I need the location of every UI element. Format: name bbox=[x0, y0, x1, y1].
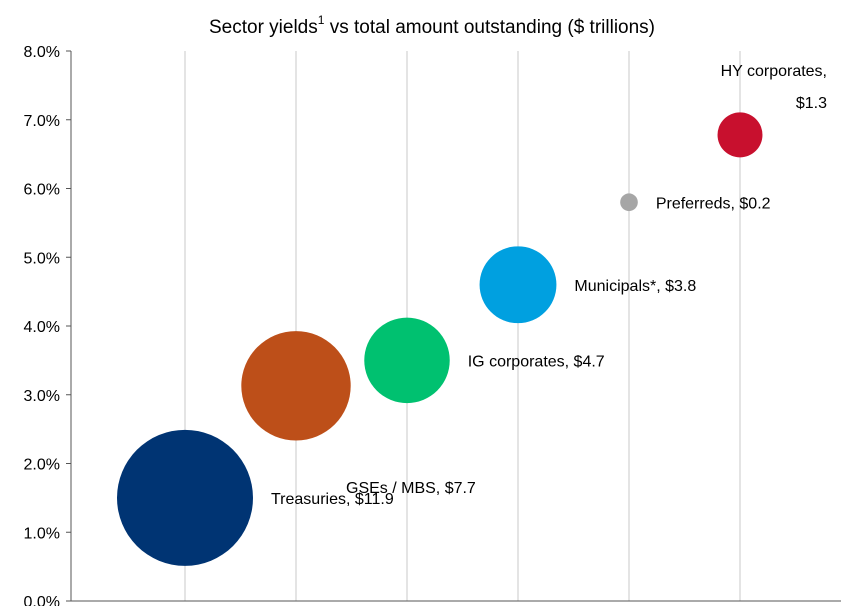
bubble-label-line2: $1.3 bbox=[796, 95, 827, 112]
bubble-label: IG corporates, $4.7 bbox=[468, 353, 605, 370]
y-tick-label: 2.0% bbox=[24, 457, 60, 474]
y-tick-label: 5.0% bbox=[24, 250, 60, 267]
chart-title-suffix: vs total amount outstanding ($ trillions… bbox=[324, 17, 655, 38]
y-tick-label: 1.0% bbox=[24, 525, 60, 542]
bubble-label: HY corporates, bbox=[721, 63, 827, 80]
bubble bbox=[364, 317, 450, 404]
y-tick-label: 8.0% bbox=[24, 44, 60, 61]
y-tick-label: 6.0% bbox=[24, 182, 60, 199]
chart-title-superscript: 1 bbox=[318, 13, 325, 27]
y-axis-ticks: 0.0% 1.0% 2.0% 3.0% 4.0% 5.0% 6.0% 7.0% 8.0% bbox=[24, 44, 71, 606]
y-tick-label: 0.0% bbox=[24, 594, 60, 606]
bubble bbox=[620, 193, 638, 212]
bubble-label: GSEs / MBS, $7.7 bbox=[346, 480, 476, 497]
bubble bbox=[717, 112, 763, 158]
bubble-label: Treasuries, $11.9 bbox=[271, 491, 394, 508]
y-tick-label: 4.0% bbox=[24, 319, 60, 336]
bubble bbox=[479, 246, 557, 324]
chart-title-main: Sector yields bbox=[209, 17, 318, 38]
bubble-label: Preferreds, $0.2 bbox=[656, 195, 771, 212]
bubble bbox=[241, 331, 351, 441]
chart-title: Sector yields1 vs total amount outstandi… bbox=[209, 13, 655, 38]
bubbles bbox=[117, 112, 763, 566]
y-tick-label: 7.0% bbox=[24, 113, 60, 130]
bubble-label: Municipals*, $3.8 bbox=[574, 278, 696, 295]
bubble bbox=[117, 429, 253, 566]
y-tick-label: 3.0% bbox=[24, 388, 60, 405]
